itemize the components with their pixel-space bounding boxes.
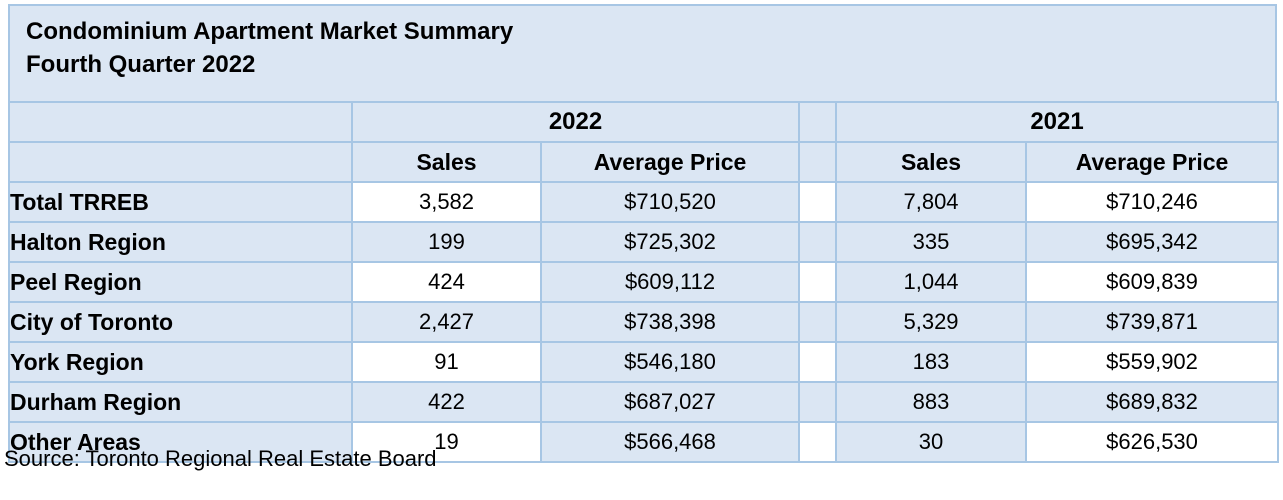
empty-header-cell <box>8 141 353 183</box>
sales-2021-cell: 30 <box>835 421 1028 463</box>
col-header-sales-2022: Sales <box>351 141 542 183</box>
gap-header-cell <box>798 101 838 143</box>
region-name-cell: Total TRREB <box>8 181 353 223</box>
market-summary-table: 2022 2021 Sales Average Price Sales Aver… <box>8 101 1280 463</box>
table-row: York Region 91 $546,180 183 $559,902 <box>8 341 1280 383</box>
year-header-2021: 2021 <box>835 101 1280 143</box>
col-header-avg-price-2021: Average Price <box>1025 141 1280 183</box>
avg-price-2022-cell: $738,398 <box>539 301 801 343</box>
table-title: Condominium Apartment Market Summary Fou… <box>8 4 1277 101</box>
gap-cell <box>798 381 838 423</box>
gap-cell <box>798 181 838 223</box>
sales-2021-cell: 1,044 <box>835 261 1028 303</box>
sales-2022-cell: 2,427 <box>351 301 542 343</box>
region-name-cell: Halton Region <box>8 221 353 263</box>
gap-cell <box>798 341 838 383</box>
sales-2021-cell: 5,329 <box>835 301 1028 343</box>
region-name-cell: Other Areas <box>8 421 353 463</box>
year-header-2022: 2022 <box>350 101 801 143</box>
sales-2021-cell: 7,804 <box>835 181 1028 223</box>
avg-price-2022-cell: $710,520 <box>539 181 801 223</box>
avg-price-2021-cell: $609,839 <box>1025 261 1280 303</box>
avg-price-2022-cell: $687,027 <box>539 381 801 423</box>
region-name-cell: Peel Region <box>8 261 353 303</box>
avg-price-2021-cell: $710,246 <box>1025 181 1280 223</box>
table-row: Durham Region 422 $687,027 883 $689,832 <box>8 381 1280 423</box>
source-note: Source: Toronto Regional Real Estate Boa… <box>4 446 437 471</box>
avg-price-2021-cell: $739,871 <box>1025 301 1280 343</box>
title-line-2: Fourth Quarter 2022 <box>26 51 256 78</box>
gap-cell <box>798 221 838 263</box>
avg-price-2021-cell: $695,342 <box>1025 221 1280 263</box>
avg-price-2021-cell: $689,832 <box>1025 381 1280 423</box>
sales-2022-cell: 199 <box>351 221 542 263</box>
avg-price-2021-cell: $626,530 <box>1025 421 1280 463</box>
col-header-sales-2021: Sales <box>835 141 1028 183</box>
sales-2021-cell: 183 <box>835 341 1028 383</box>
avg-price-2022-cell: $546,180 <box>539 341 801 383</box>
table-row: Other Areas 19 $566,468 30 $626,530 <box>8 421 1280 463</box>
gap-cell <box>798 421 838 463</box>
region-name-cell: City of Toronto <box>8 301 353 343</box>
sales-2022-cell: 3,582 <box>351 181 542 223</box>
table-row: City of Toronto 2,427 $738,398 5,329 $73… <box>8 301 1280 343</box>
sales-2022-cell: 19 <box>351 421 542 463</box>
region-name-cell: Durham Region <box>8 381 353 423</box>
sales-2022-cell: 422 <box>351 381 542 423</box>
sales-2022-cell: 424 <box>351 261 542 303</box>
year-header-row: 2022 2021 <box>8 101 1280 143</box>
col-header-avg-price-2022: Average Price <box>539 141 801 183</box>
gap-cell <box>798 301 838 343</box>
column-header-row: Sales Average Price Sales Average Price <box>8 141 1280 183</box>
empty-header-cell <box>8 101 353 143</box>
avg-price-2022-cell: $609,112 <box>539 261 801 303</box>
table-row: Peel Region 424 $609,112 1,044 $609,839 <box>8 261 1280 303</box>
region-name-cell: York Region <box>8 341 353 383</box>
sales-2021-cell: 883 <box>835 381 1028 423</box>
gap-cell <box>798 261 838 303</box>
table-row: Halton Region 199 $725,302 335 $695,342 <box>8 221 1280 263</box>
avg-price-2021-cell: $559,902 <box>1025 341 1280 383</box>
avg-price-2022-cell: $725,302 <box>539 221 801 263</box>
gap-header-cell <box>798 141 838 183</box>
table-row: Total TRREB 3,582 $710,520 7,804 $710,24… <box>8 181 1280 223</box>
sales-2022-cell: 91 <box>351 341 542 383</box>
title-line-1: Condominium Apartment Market Summary <box>26 18 514 45</box>
sales-2021-cell: 335 <box>835 221 1028 263</box>
avg-price-2022-cell: $566,468 <box>539 421 801 463</box>
